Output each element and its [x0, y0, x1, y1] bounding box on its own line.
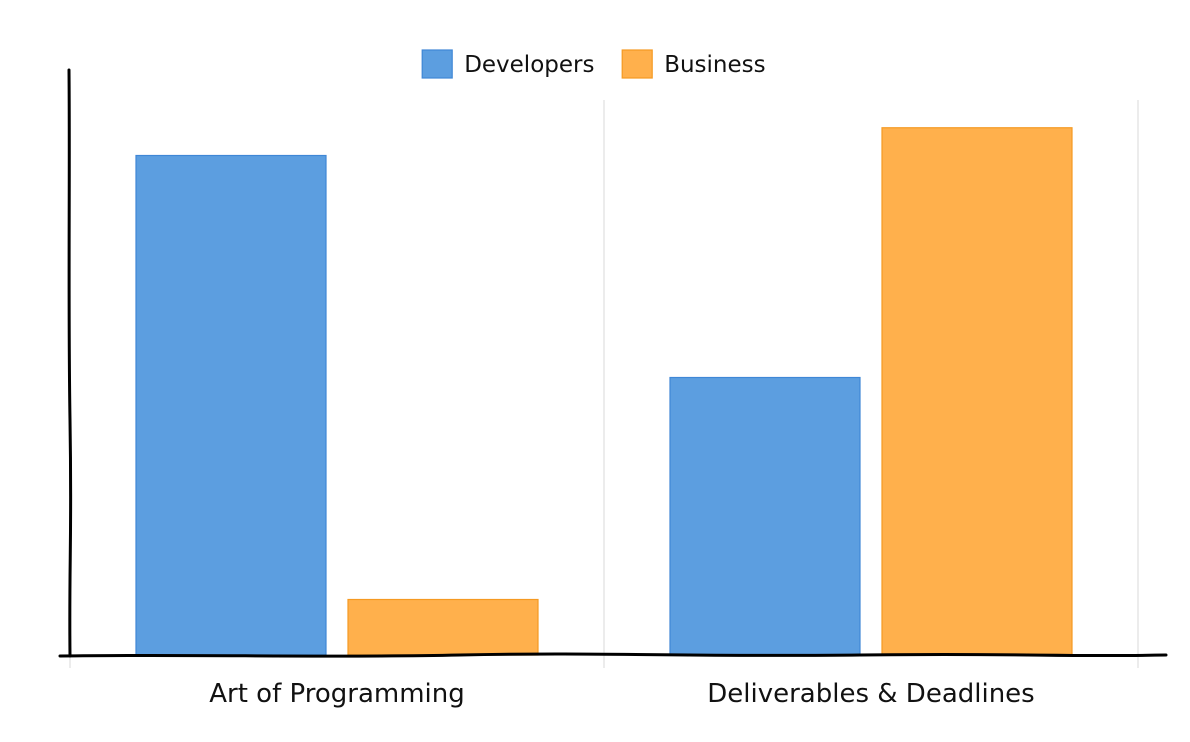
bar-developers-2 — [669, 376, 861, 656]
x-tick-label: Art of Programming — [209, 679, 465, 709]
bar-business-1 — [347, 598, 539, 656]
legend: Developers Business — [421, 49, 766, 79]
x-tick-label: Deliverables & Deadlines — [707, 679, 1034, 709]
x-tick-labels: Art of Programming Deliverables & Deadlin… — [209, 679, 1034, 709]
axes — [58, 68, 1168, 658]
legend-label-business: Business — [664, 52, 765, 78]
bar-developers-1 — [135, 154, 327, 656]
legend-swatch-developers — [421, 49, 453, 79]
legend-label-developers: Developers — [464, 52, 594, 78]
legend-swatch-business — [621, 49, 653, 79]
bar-business-2 — [881, 127, 1073, 656]
y-axis — [67, 68, 73, 658]
x-axis — [58, 652, 1168, 658]
bars — [135, 127, 1073, 656]
